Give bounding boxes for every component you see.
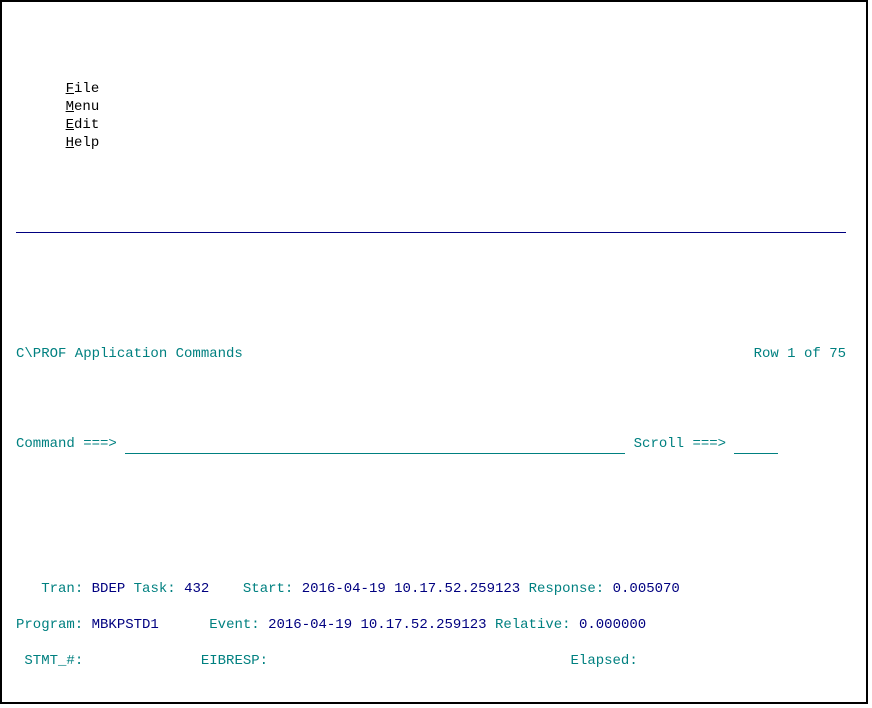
meta-row-3: STMT_#: EIBRESP: Elapsed: (16, 652, 852, 670)
menu-divider (16, 232, 846, 233)
meta-row-2: Program: MBKPSTD1 Event: 2016-04-19 10.1… (16, 616, 852, 634)
menu-menu[interactable]: Menu (66, 99, 118, 115)
row-info: Row 1 of 75 (754, 345, 846, 363)
menu-edit[interactable]: Edit (66, 117, 118, 133)
meta-row-1: Tran: BDEP Task: 432 Start: 2016-04-19 1… (16, 580, 852, 598)
menu-bar: File Menu Edit Help (2, 56, 866, 174)
app-title: C\PROF Application Commands (16, 345, 243, 363)
command-input[interactable] (125, 435, 625, 454)
menu-help[interactable]: Help (66, 135, 118, 151)
scroll-input[interactable] (734, 435, 778, 454)
menu-file[interactable]: File (66, 81, 118, 97)
terminal-frame: File Menu Edit Help C\PROF Application C… (0, 0, 868, 704)
command-label: Command ===> (16, 436, 117, 452)
scroll-label: Scroll ===> (634, 436, 726, 452)
